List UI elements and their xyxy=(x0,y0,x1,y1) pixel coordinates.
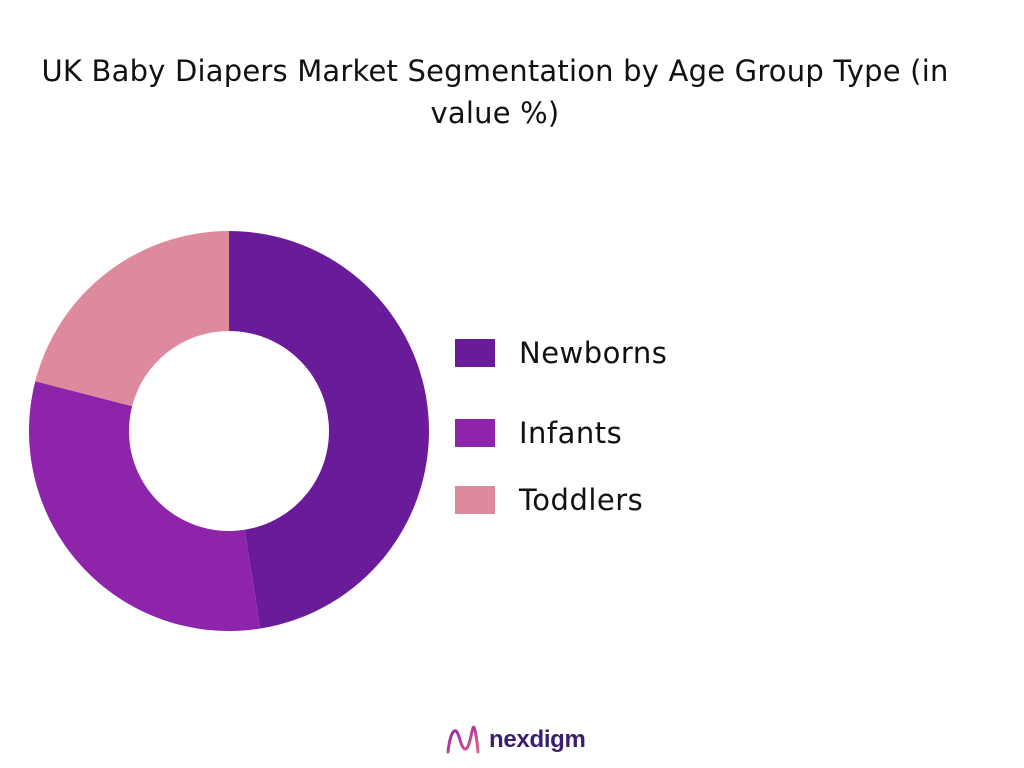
chart-title-line-2: value %) xyxy=(430,96,560,130)
legend-label-infants: Infants xyxy=(519,416,623,451)
donut-slice-newborns xyxy=(229,231,429,629)
nexdigm-logo-icon xyxy=(446,725,480,754)
legend-item-infants: Infants xyxy=(455,400,667,467)
chart-title-line-1: UK Baby Diapers Market Segmentation by A… xyxy=(41,54,949,88)
brand-name: nexdigm xyxy=(489,726,586,753)
donut-slice-infants xyxy=(28,381,261,631)
legend-item-toddlers: Toddlers xyxy=(455,467,667,534)
legend-item-newborns: Newborns xyxy=(455,334,667,372)
brand-logo: nexdigm xyxy=(445,722,586,758)
chart-legend: Newborns Infants Toddlers xyxy=(455,334,667,533)
legend-swatch-toddlers xyxy=(455,485,495,514)
legend-label-toddlers: Toddlers xyxy=(519,482,644,517)
donut-slice-toddlers xyxy=(35,231,229,407)
legend-label-newborns: Newborns xyxy=(519,336,668,370)
chart-title: UK Baby Diapers Market Segmentation by A… xyxy=(0,50,990,134)
legend-swatch-newborns xyxy=(455,339,495,367)
legend-swatch-infants xyxy=(455,419,495,448)
